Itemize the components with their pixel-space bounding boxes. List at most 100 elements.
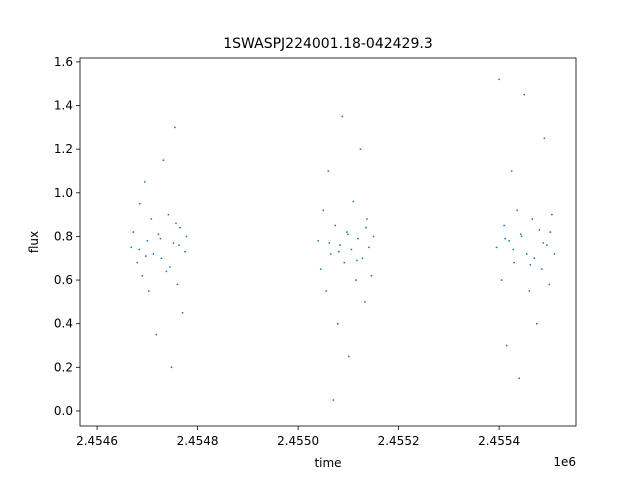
point — [174, 126, 176, 129]
point — [529, 263, 532, 266]
point — [533, 257, 536, 260]
point — [179, 226, 181, 229]
point — [347, 355, 350, 358]
point — [370, 274, 373, 277]
point — [519, 233, 522, 236]
point — [144, 255, 147, 257]
point — [548, 283, 551, 286]
chart-title: 1SWASPJ224001.18-042429.3 — [223, 36, 432, 52]
point — [345, 231, 348, 233]
point — [535, 322, 538, 325]
point — [520, 235, 523, 238]
point — [350, 248, 353, 251]
point — [505, 344, 508, 347]
x-tick-label: 2.4550 — [277, 434, 319, 448]
point — [176, 283, 179, 286]
point — [138, 248, 141, 251]
point — [317, 239, 320, 242]
point — [141, 274, 144, 277]
x-offset-label: 1e6 — [553, 455, 576, 469]
point — [550, 213, 553, 216]
point — [372, 235, 375, 238]
point — [332, 399, 335, 401]
x-tick-label: 2.4552 — [378, 434, 420, 448]
point — [365, 226, 367, 229]
point — [184, 250, 186, 253]
y-axis-label: flux — [27, 231, 41, 253]
x-tick-label: 2.4554 — [478, 434, 520, 448]
point — [146, 239, 149, 242]
point — [518, 377, 521, 380]
y-tick-label: 1.4 — [54, 99, 73, 113]
point — [368, 246, 370, 249]
point — [538, 228, 541, 231]
point — [159, 237, 162, 240]
point — [504, 237, 507, 240]
point — [152, 252, 155, 255]
point — [155, 333, 158, 336]
point — [357, 237, 359, 240]
point — [336, 322, 339, 325]
point — [359, 148, 362, 151]
point — [185, 235, 188, 238]
point — [329, 252, 332, 255]
point — [503, 224, 506, 227]
point — [130, 246, 133, 249]
point — [525, 252, 528, 255]
point — [169, 266, 171, 268]
point — [341, 115, 344, 118]
point — [147, 290, 150, 292]
point — [523, 93, 526, 96]
point — [178, 244, 180, 247]
point — [175, 222, 177, 225]
point — [508, 239, 511, 242]
y-tick-label: 0.2 — [54, 360, 73, 374]
point — [540, 268, 543, 271]
point — [136, 261, 139, 264]
point — [510, 170, 513, 172]
y-tick-label: 0.8 — [54, 229, 73, 243]
x-tick-label: 2.4546 — [76, 434, 118, 448]
point — [361, 257, 364, 260]
point — [543, 137, 546, 140]
point — [150, 218, 153, 220]
point — [162, 159, 165, 161]
point — [549, 231, 552, 233]
point — [495, 246, 498, 249]
point — [334, 224, 337, 227]
point — [157, 233, 160, 236]
point — [542, 242, 545, 244]
point — [170, 366, 173, 369]
point — [327, 170, 330, 172]
point — [160, 257, 163, 260]
point — [143, 181, 146, 183]
x-tick-label: 2.4548 — [177, 434, 219, 448]
point — [181, 311, 184, 314]
plot-frame — [79, 57, 577, 427]
point — [498, 78, 501, 81]
point — [364, 300, 366, 303]
point — [531, 218, 534, 220]
point — [138, 202, 141, 205]
point — [325, 290, 328, 292]
y-tick-label: 0.6 — [54, 273, 73, 287]
x-axis-label: time — [314, 456, 341, 470]
point — [328, 242, 331, 244]
point — [167, 213, 170, 216]
point — [354, 279, 357, 281]
y-tick-label: 1.2 — [54, 142, 73, 156]
point — [337, 250, 340, 253]
point — [165, 270, 168, 273]
point — [553, 252, 556, 255]
point — [338, 244, 341, 247]
point — [352, 200, 355, 203]
point — [343, 261, 346, 264]
point — [346, 233, 349, 236]
y-tick-label: 0.4 — [54, 317, 73, 331]
point — [322, 209, 325, 212]
point — [516, 209, 519, 212]
point — [132, 231, 135, 233]
point — [172, 242, 175, 244]
point — [512, 248, 515, 251]
